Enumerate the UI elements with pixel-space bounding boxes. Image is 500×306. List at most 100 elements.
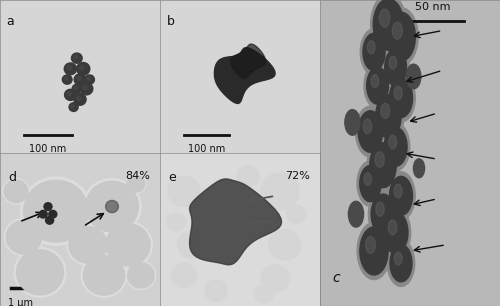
Text: c: c bbox=[332, 271, 340, 285]
Circle shape bbox=[406, 64, 421, 89]
Circle shape bbox=[77, 76, 81, 80]
Circle shape bbox=[387, 74, 415, 122]
Text: 84%: 84% bbox=[125, 171, 150, 181]
Circle shape bbox=[414, 159, 424, 178]
Circle shape bbox=[49, 211, 57, 218]
Circle shape bbox=[368, 189, 398, 239]
Circle shape bbox=[374, 0, 404, 50]
Circle shape bbox=[394, 252, 402, 265]
Circle shape bbox=[46, 217, 54, 224]
Circle shape bbox=[85, 75, 94, 84]
Circle shape bbox=[166, 213, 186, 231]
Text: 1 μm: 1 μm bbox=[8, 298, 34, 306]
Circle shape bbox=[384, 127, 407, 166]
Circle shape bbox=[84, 256, 124, 295]
Text: 100 nm: 100 nm bbox=[188, 144, 225, 154]
Circle shape bbox=[64, 77, 68, 80]
Circle shape bbox=[360, 227, 388, 275]
Circle shape bbox=[14, 248, 66, 297]
Circle shape bbox=[72, 84, 82, 93]
Circle shape bbox=[357, 161, 384, 206]
Circle shape bbox=[126, 174, 146, 193]
Circle shape bbox=[381, 103, 390, 118]
Circle shape bbox=[62, 75, 72, 84]
Circle shape bbox=[380, 9, 390, 27]
Circle shape bbox=[382, 44, 409, 90]
Circle shape bbox=[360, 29, 388, 75]
Circle shape bbox=[86, 181, 138, 232]
Circle shape bbox=[126, 262, 155, 289]
Circle shape bbox=[80, 83, 93, 95]
Circle shape bbox=[71, 105, 74, 108]
Circle shape bbox=[388, 220, 397, 235]
Circle shape bbox=[171, 263, 197, 288]
Circle shape bbox=[67, 92, 71, 96]
Circle shape bbox=[64, 63, 76, 75]
Circle shape bbox=[394, 86, 402, 100]
Circle shape bbox=[370, 0, 406, 55]
Circle shape bbox=[168, 176, 200, 207]
Circle shape bbox=[367, 138, 399, 192]
Circle shape bbox=[366, 237, 376, 253]
Circle shape bbox=[205, 280, 227, 301]
Circle shape bbox=[383, 211, 408, 254]
Circle shape bbox=[356, 106, 386, 157]
Circle shape bbox=[371, 75, 378, 88]
Circle shape bbox=[5, 219, 43, 256]
Circle shape bbox=[357, 222, 391, 280]
Circle shape bbox=[128, 263, 154, 288]
Circle shape bbox=[345, 110, 360, 135]
Polygon shape bbox=[230, 44, 266, 78]
Polygon shape bbox=[190, 179, 282, 265]
Circle shape bbox=[364, 173, 372, 185]
Circle shape bbox=[360, 166, 381, 202]
Circle shape bbox=[373, 90, 404, 143]
Circle shape bbox=[390, 244, 412, 282]
Circle shape bbox=[72, 53, 82, 63]
Text: 50 nm: 50 nm bbox=[415, 2, 450, 12]
Circle shape bbox=[127, 175, 145, 192]
Circle shape bbox=[261, 173, 299, 210]
Circle shape bbox=[371, 194, 395, 234]
Circle shape bbox=[390, 176, 412, 215]
Circle shape bbox=[392, 22, 402, 39]
Circle shape bbox=[254, 285, 274, 303]
Circle shape bbox=[261, 265, 290, 292]
Circle shape bbox=[6, 220, 42, 254]
Circle shape bbox=[358, 111, 382, 152]
Circle shape bbox=[21, 177, 91, 245]
Circle shape bbox=[24, 180, 88, 242]
Circle shape bbox=[364, 62, 391, 109]
Circle shape bbox=[80, 65, 84, 70]
Circle shape bbox=[76, 62, 90, 75]
Circle shape bbox=[106, 200, 118, 213]
Text: b: b bbox=[166, 15, 174, 28]
Text: d: d bbox=[8, 171, 16, 184]
Circle shape bbox=[389, 56, 396, 69]
Circle shape bbox=[67, 65, 71, 70]
Circle shape bbox=[348, 201, 364, 227]
Circle shape bbox=[380, 207, 410, 258]
Circle shape bbox=[394, 184, 402, 198]
Circle shape bbox=[69, 226, 107, 263]
Circle shape bbox=[382, 123, 410, 171]
Polygon shape bbox=[194, 183, 276, 260]
Circle shape bbox=[366, 67, 388, 104]
Circle shape bbox=[83, 85, 87, 90]
Text: a: a bbox=[6, 15, 14, 28]
Circle shape bbox=[390, 78, 412, 118]
Circle shape bbox=[269, 230, 301, 260]
Polygon shape bbox=[214, 48, 275, 103]
Circle shape bbox=[44, 203, 52, 211]
Circle shape bbox=[386, 12, 416, 61]
Circle shape bbox=[82, 254, 126, 297]
Circle shape bbox=[363, 33, 385, 71]
Text: e: e bbox=[168, 171, 176, 184]
Circle shape bbox=[286, 205, 306, 223]
Circle shape bbox=[3, 179, 29, 203]
Circle shape bbox=[69, 103, 78, 111]
Circle shape bbox=[76, 96, 81, 100]
Circle shape bbox=[16, 250, 64, 295]
Circle shape bbox=[74, 55, 78, 59]
Circle shape bbox=[64, 89, 76, 100]
